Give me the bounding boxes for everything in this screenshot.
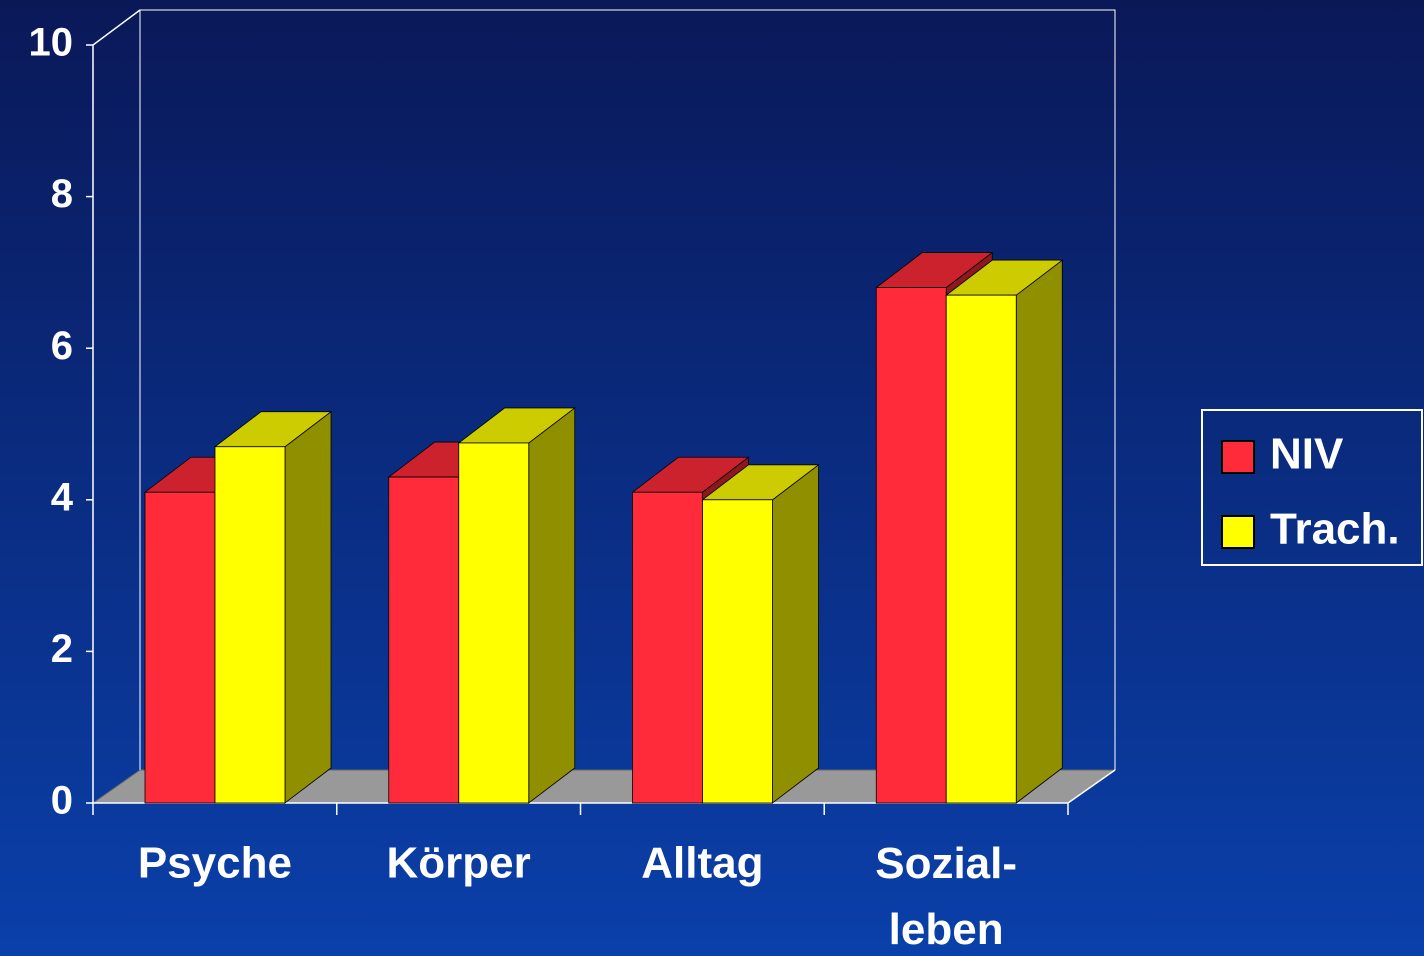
x-tick-label: Körper (387, 839, 531, 888)
x-tick-label-line: leben (889, 905, 1004, 954)
legend-box (1201, 409, 1423, 566)
bar (388, 476, 460, 804)
bar (702, 499, 773, 804)
y-tick-label: 4 (51, 475, 74, 519)
x-tick-label-line: Sozial- (875, 839, 1017, 888)
y-tick-label: 6 (51, 324, 73, 368)
bar (632, 491, 703, 804)
back-wall (139, 9, 1116, 770)
bar-side (528, 407, 576, 804)
legend-label: NIV (1270, 430, 1344, 479)
x-tick-label: Sozial-leben (875, 839, 1017, 954)
y-tick-label: 10 (29, 21, 74, 65)
legend-swatch (1221, 515, 1255, 549)
x-tick-label: Psyche (138, 839, 292, 888)
bar-side (284, 410, 332, 804)
bar-side (772, 463, 819, 804)
x-tick-label: Alltag (641, 839, 763, 888)
bar (875, 287, 947, 804)
bar-side (1015, 259, 1063, 804)
y-tick-label: 2 (51, 627, 73, 671)
bar (945, 294, 1017, 804)
legend-swatch (1221, 440, 1255, 474)
y-tick-label: 8 (51, 172, 73, 216)
bar (458, 442, 530, 804)
y-tick-label: 0 (51, 779, 73, 823)
bar (144, 491, 216, 804)
legend-label: Trach. (1270, 505, 1400, 554)
bar (214, 446, 286, 804)
